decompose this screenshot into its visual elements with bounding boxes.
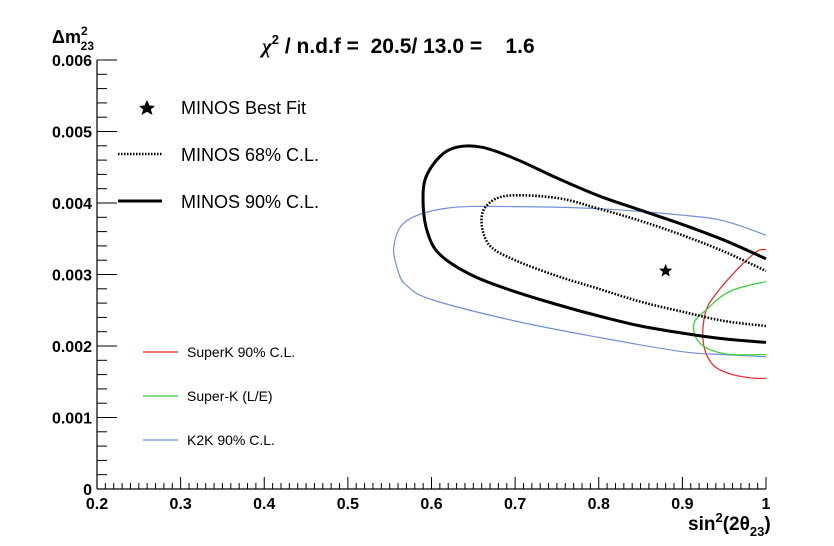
contour-minos-68-c-l bbox=[480, 193, 767, 328]
legend-label: SuperK 90% C.L. bbox=[187, 344, 295, 360]
legend-entry-superk: SuperK 90% C.L. bbox=[143, 344, 295, 360]
x-tick-label: 0.7 bbox=[504, 496, 526, 513]
legend-label: Super-K (L/E) bbox=[187, 388, 273, 404]
y-tick-label: 0.005 bbox=[52, 125, 92, 142]
x-tick-label: 0.5 bbox=[337, 496, 359, 513]
x-tick-label: 0.2 bbox=[86, 496, 108, 513]
x-tick-label: 0.8 bbox=[588, 496, 610, 513]
y-tick-label: 0.006 bbox=[52, 53, 92, 70]
legend-label: K2K 90% C.L. bbox=[187, 432, 275, 448]
axis-ticks: 0.2 0.3 0.4 0.5 0.6 0.7 0.8 0.9 1 0 0.001 0.002 0.00… bbox=[52, 53, 771, 513]
y-tick-label: 0 bbox=[83, 482, 92, 499]
x-tick-label: 1 bbox=[762, 496, 771, 513]
legend-label: MINOS 90% C.L. bbox=[181, 192, 319, 212]
x-tick-label: 0.4 bbox=[253, 496, 275, 513]
y-tick-label: 0.002 bbox=[52, 339, 92, 356]
y-axis-label: Δm2 23 bbox=[52, 24, 94, 53]
legend: MINOS Best Fit MINOS 68% C.L. MINOS 90% … bbox=[118, 98, 319, 448]
contour-series bbox=[392, 144, 767, 380]
x-tick-label: 0.6 bbox=[420, 496, 442, 513]
x-tick-label: 0.9 bbox=[671, 496, 693, 513]
y-tick-label: 0.001 bbox=[52, 411, 92, 428]
legend-entry-minos-90: MINOS 90% C.L. bbox=[118, 192, 319, 212]
contour-super-k-l-e bbox=[692, 281, 767, 356]
legend-entry-k2k: K2K 90% C.L. bbox=[143, 432, 275, 448]
contour-k2k-90-c-l bbox=[392, 205, 767, 358]
x-axis-label: sin2(2θ23) bbox=[688, 510, 771, 539]
legend-label: MINOS 68% C.L. bbox=[181, 145, 319, 165]
legend-entry-minos-68: MINOS 68% C.L. bbox=[118, 145, 319, 165]
y-tick-label: 0.003 bbox=[52, 268, 92, 285]
legend-entry-best-fit: MINOS Best Fit bbox=[139, 98, 306, 118]
legend-entry-superk-le: Super-K (L/E) bbox=[143, 388, 273, 404]
star-icon bbox=[139, 100, 155, 115]
contour-minos-90-c-l bbox=[421, 144, 767, 344]
y-tick-label: 0.004 bbox=[52, 196, 92, 213]
chart-title: χ2 / n.d.f = 20.5/ 13.0 = 1.6 bbox=[259, 32, 535, 58]
x-tick-label: 0.3 bbox=[170, 496, 192, 513]
best-fit-star-marker bbox=[659, 263, 673, 277]
legend-label: MINOS Best Fit bbox=[181, 98, 306, 118]
